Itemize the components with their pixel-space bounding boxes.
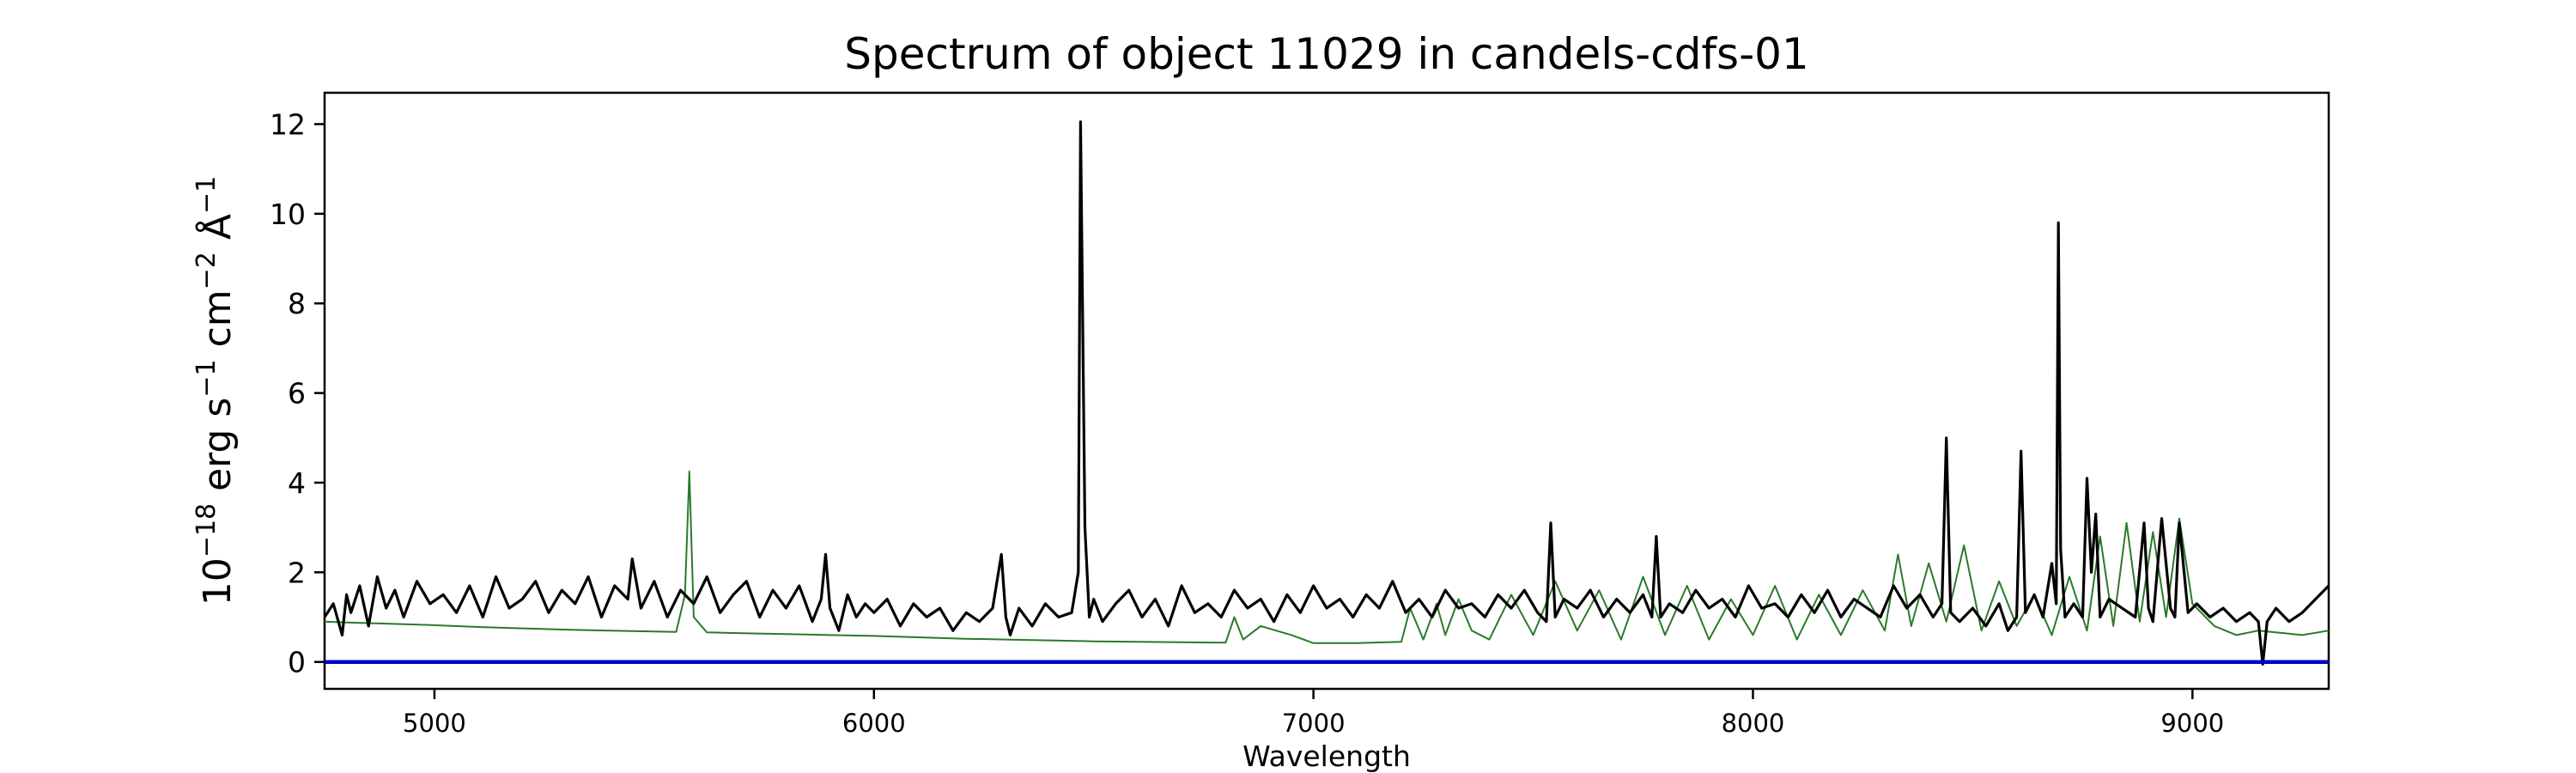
x-tick-label: 6000 bbox=[842, 709, 906, 738]
chart-title: Spectrum of object 11029 in candels-cdfs… bbox=[844, 29, 1809, 79]
x-axis: 5000 6000 7000 8000 9000 bbox=[403, 689, 2224, 738]
y-axis-label: 10−18 erg s−1 cm−2 Å−1 bbox=[191, 176, 240, 606]
x-tick-label: 9000 bbox=[2160, 709, 2224, 738]
x-tick-label: 7000 bbox=[1282, 709, 1346, 738]
y-label-base: 10 bbox=[196, 557, 240, 606]
y-label-exp1: −1 bbox=[191, 359, 222, 397]
y-tick-label: 2 bbox=[288, 556, 306, 589]
series-data-line bbox=[323, 120, 2330, 666]
plot-frame bbox=[323, 91, 2330, 691]
y-tick-label: 6 bbox=[288, 377, 306, 411]
y-axis: 0 2 4 6 8 10 12 bbox=[270, 108, 325, 679]
y-label-text2: cm bbox=[196, 289, 240, 359]
series-layer bbox=[323, 120, 2330, 666]
y-label-text1: erg s bbox=[196, 398, 240, 503]
x-tick-label: 8000 bbox=[1722, 709, 1785, 738]
x-tick-label: 5000 bbox=[403, 709, 466, 738]
y-label-exp2: −2 bbox=[191, 252, 222, 289]
y-tick-label: 10 bbox=[270, 198, 306, 231]
y-label-exp3: −1 bbox=[191, 176, 222, 214]
y-label-exp-base: −18 bbox=[191, 503, 222, 557]
series-model-line bbox=[324, 470, 2330, 644]
x-axis-label: Wavelength bbox=[1242, 740, 1411, 773]
y-tick-label: 4 bbox=[288, 466, 306, 500]
plot-area bbox=[323, 91, 2330, 691]
y-tick-label: 12 bbox=[270, 108, 306, 142]
y-tick-label: 0 bbox=[288, 646, 306, 679]
y-label-text3: Å bbox=[194, 214, 240, 252]
y-tick-label: 8 bbox=[288, 287, 306, 320]
